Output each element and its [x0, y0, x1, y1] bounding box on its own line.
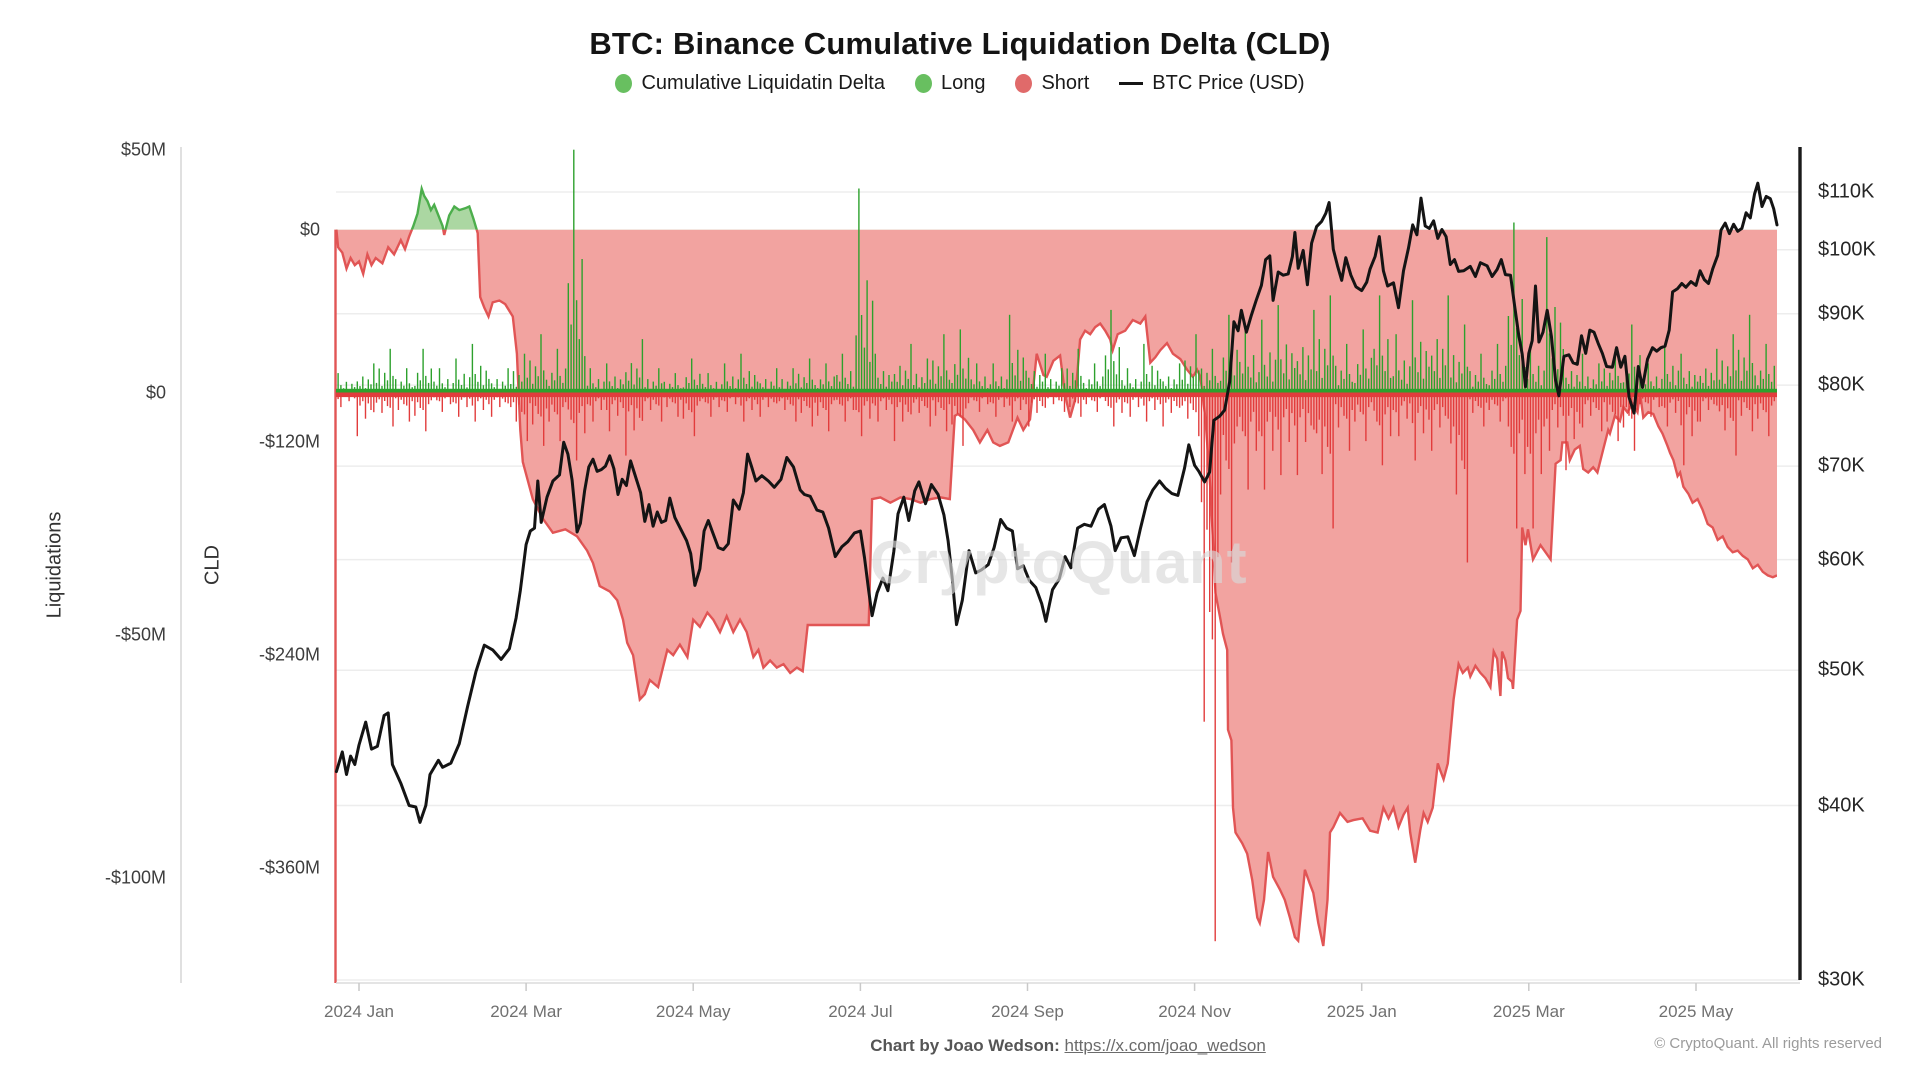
liquidations-axis-tick: -$100M: [104, 867, 166, 888]
short-baseline: [336, 392, 1777, 398]
axes: [180, 147, 1802, 991]
cld-axis-tick: -$360M: [258, 857, 320, 878]
footer-credit: Chart by Joao Wedson: https://x.com/joao…: [336, 1036, 1800, 1056]
price-axis-tick: $90K: [1818, 302, 1865, 325]
legend-dot-icon: [615, 74, 633, 93]
long-baseline: [336, 388, 1777, 393]
date-axis-tick: 2025 Jan: [1326, 1002, 1397, 1021]
price-axis-tick: $110K: [1818, 180, 1875, 203]
price-axis-tick: $30K: [1818, 968, 1865, 991]
date-axis-tick: 2025 Mar: [1492, 1002, 1565, 1021]
legend-dot-icon: [914, 74, 932, 93]
credit-author: Chart by Joao Wedson:: [870, 1036, 1060, 1055]
btc-price-line: [334, 181, 1779, 824]
cld-axis-tick: -$120M: [258, 431, 320, 452]
liquidations-axis-tick: $50M: [120, 139, 166, 160]
legend-label: BTC Price (USD): [1152, 72, 1305, 94]
liquidations-axis-tick: $0: [145, 382, 166, 402]
legend-label: Long: [940, 72, 986, 94]
date-axis-tick: 2024 Sep: [991, 1002, 1064, 1021]
price-axis-tick: $40K: [1818, 794, 1865, 817]
legend-line-icon: [1119, 82, 1144, 85]
price-axis-tick: $50K: [1818, 658, 1865, 681]
credit-link[interactable]: https://x.com/joao_wedson: [1064, 1036, 1266, 1055]
legend-label: Short: [1041, 72, 1090, 94]
cld-axis-tick: -$240M: [258, 644, 320, 665]
date-axis-tick: 2024 Mar: [490, 1002, 563, 1021]
price-axis-tick: $80K: [1818, 373, 1865, 396]
legend-label: Cumulative Liquidatin Delta: [641, 72, 885, 94]
date-axis-tick: 2025 May: [1658, 1002, 1734, 1021]
date-axis-tick: 2024 Jan: [324, 1002, 394, 1021]
liquidations-axis-tick: -$50M: [114, 624, 166, 645]
legend-item-long[interactable]: Long: [914, 72, 986, 95]
legend-item-cumulative-liquidatin-delta[interactable]: Cumulative Liquidatin Delta: [615, 72, 885, 95]
legend-item-short[interactable]: Short: [1015, 72, 1089, 95]
legend-dot-icon: [1015, 74, 1033, 93]
cld-axis-tick: $0: [299, 219, 320, 240]
date-axis-tick: 2024 May: [655, 1002, 731, 1021]
legend-item-btc-price-usd-[interactable]: BTC Price (USD): [1119, 72, 1305, 95]
price-axis-tick: $100K: [1818, 238, 1876, 261]
copyright-notice: © CryptoQuant. All rights reserved: [1654, 1035, 1882, 1052]
price-axis-tick: $60K: [1818, 548, 1865, 571]
legend: Cumulative Liquidatin Delta Long Short BTC …: [0, 72, 1920, 95]
date-axis-tick: 2024 Nov: [1158, 1002, 1231, 1021]
price-axis-tick: $70K: [1818, 454, 1865, 477]
chart-title: BTC: Binance Cumulative Liquidation Delt…: [589, 26, 1331, 61]
date-axis-tick: 2024 Jul: [828, 1002, 893, 1021]
